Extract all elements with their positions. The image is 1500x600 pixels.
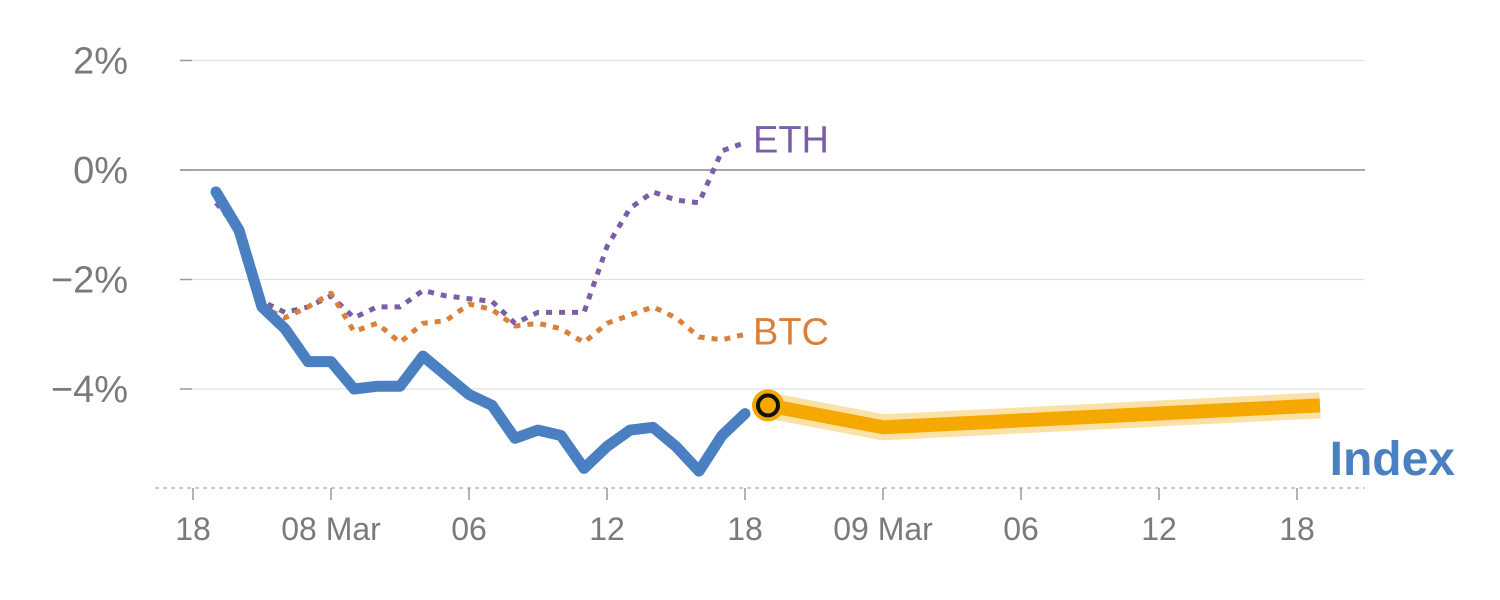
series-labels: ETH BTC Index [753, 120, 1455, 486]
btc-label: BTC [753, 311, 829, 353]
y-tick-label: −2% [51, 260, 128, 302]
x-tick-label: 06 [451, 511, 487, 547]
index-line [210, 186, 751, 477]
x-tick-label: 06 [1003, 511, 1039, 547]
x-tick-label: 12 [1141, 511, 1177, 547]
current-point-ring [756, 393, 780, 418]
forecast-line [766, 398, 1321, 435]
y-tick-label: −4% [51, 369, 128, 411]
x-tick-label: 18 [727, 511, 763, 547]
x-axis: 18 08 Mar 06 12 18 09 Mar 06 12 18 [155, 487, 1365, 547]
x-tick-label: 18 [1279, 511, 1315, 547]
y-axis: 2% 0% −2% −4% [51, 41, 192, 411]
index-label: Index [1330, 433, 1456, 486]
y-tick-label: 2% [73, 41, 128, 83]
x-tick-label: 12 [589, 511, 625, 547]
btc-line [213, 196, 746, 345]
series-lines [210, 140, 1321, 477]
eth-label: ETH [753, 120, 829, 162]
eth-line [214, 140, 746, 326]
y-tick-label: 0% [73, 150, 128, 192]
x-tick-label: 09 Mar [833, 511, 933, 547]
x-tick-label: 18 [175, 511, 211, 547]
x-tick-label: 08 Mar [281, 511, 381, 547]
